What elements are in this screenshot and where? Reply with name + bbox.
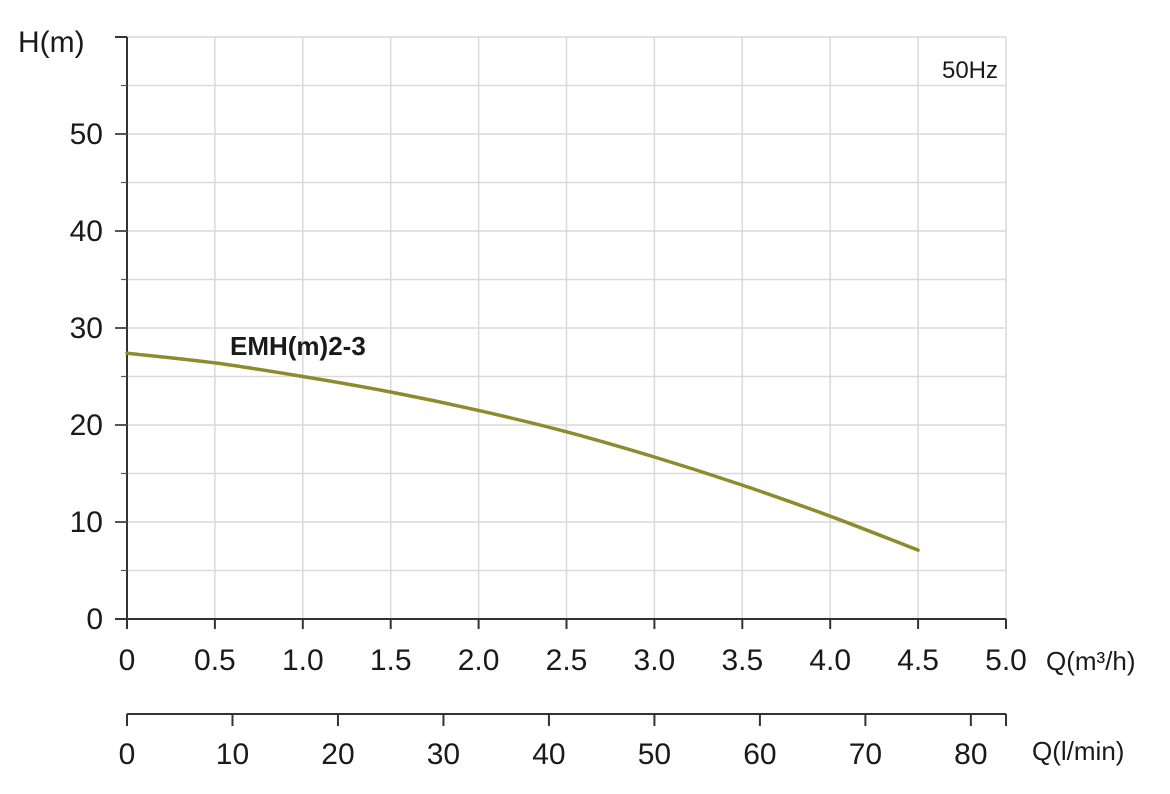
x-secondary-tick-label: 30	[427, 738, 460, 771]
y-axis-title: H(m)	[18, 26, 85, 59]
grid-lines	[127, 36, 1007, 619]
x-secondary-tick-label: 10	[216, 738, 249, 771]
x-tick-label: 4.0	[809, 644, 851, 677]
x-secondary-tick-label: 0	[119, 738, 136, 771]
labels-layer: H(m) 50Hz Q(m³/h) Q(l/min) EMH(m)2-3 0 10…	[18, 26, 1136, 771]
x-secondary-tick-label: 40	[532, 738, 565, 771]
y-tick-label: 0	[86, 603, 103, 636]
y-tick-label: 20	[70, 409, 103, 442]
x-tick-label: 0	[119, 644, 136, 677]
x-tick-label: 0.5	[194, 644, 236, 677]
y-tick-label: 10	[70, 506, 103, 539]
y-tick-label: 50	[70, 118, 103, 151]
y-tick-label: 30	[70, 312, 103, 345]
x-secondary-tick-label: 80	[954, 738, 987, 771]
frequency-label: 50Hz	[942, 57, 998, 84]
x-axis-unit-label: Q(m³/h)	[1046, 646, 1136, 676]
x-secondary-tick-label: 70	[849, 738, 882, 771]
x-secondary-tick-label: 20	[321, 738, 354, 771]
x-tick-label: 1.0	[282, 644, 324, 677]
series-layer	[125, 351, 920, 552]
x-tick-label: 5.0	[985, 644, 1027, 677]
x-tick-label: 3.0	[634, 644, 676, 677]
axes	[115, 36, 1007, 726]
x-tick-label: 2.5	[546, 644, 588, 677]
x-tick-label: 1.5	[370, 644, 412, 677]
series-label-emh-m-2-3: EMH(m)2-3	[230, 331, 366, 361]
series-curve	[125, 351, 920, 552]
x-axis-secondary-unit-label: Q(l/min)	[1032, 736, 1124, 766]
x-tick-label: 4.5	[897, 644, 939, 677]
x-secondary-tick-label: 60	[743, 738, 776, 771]
x-tick-label: 2.0	[458, 644, 500, 677]
y-tick-label: 40	[70, 215, 103, 248]
x-tick-label: 3.5	[721, 644, 763, 677]
x-secondary-tick-label: 50	[638, 738, 671, 771]
